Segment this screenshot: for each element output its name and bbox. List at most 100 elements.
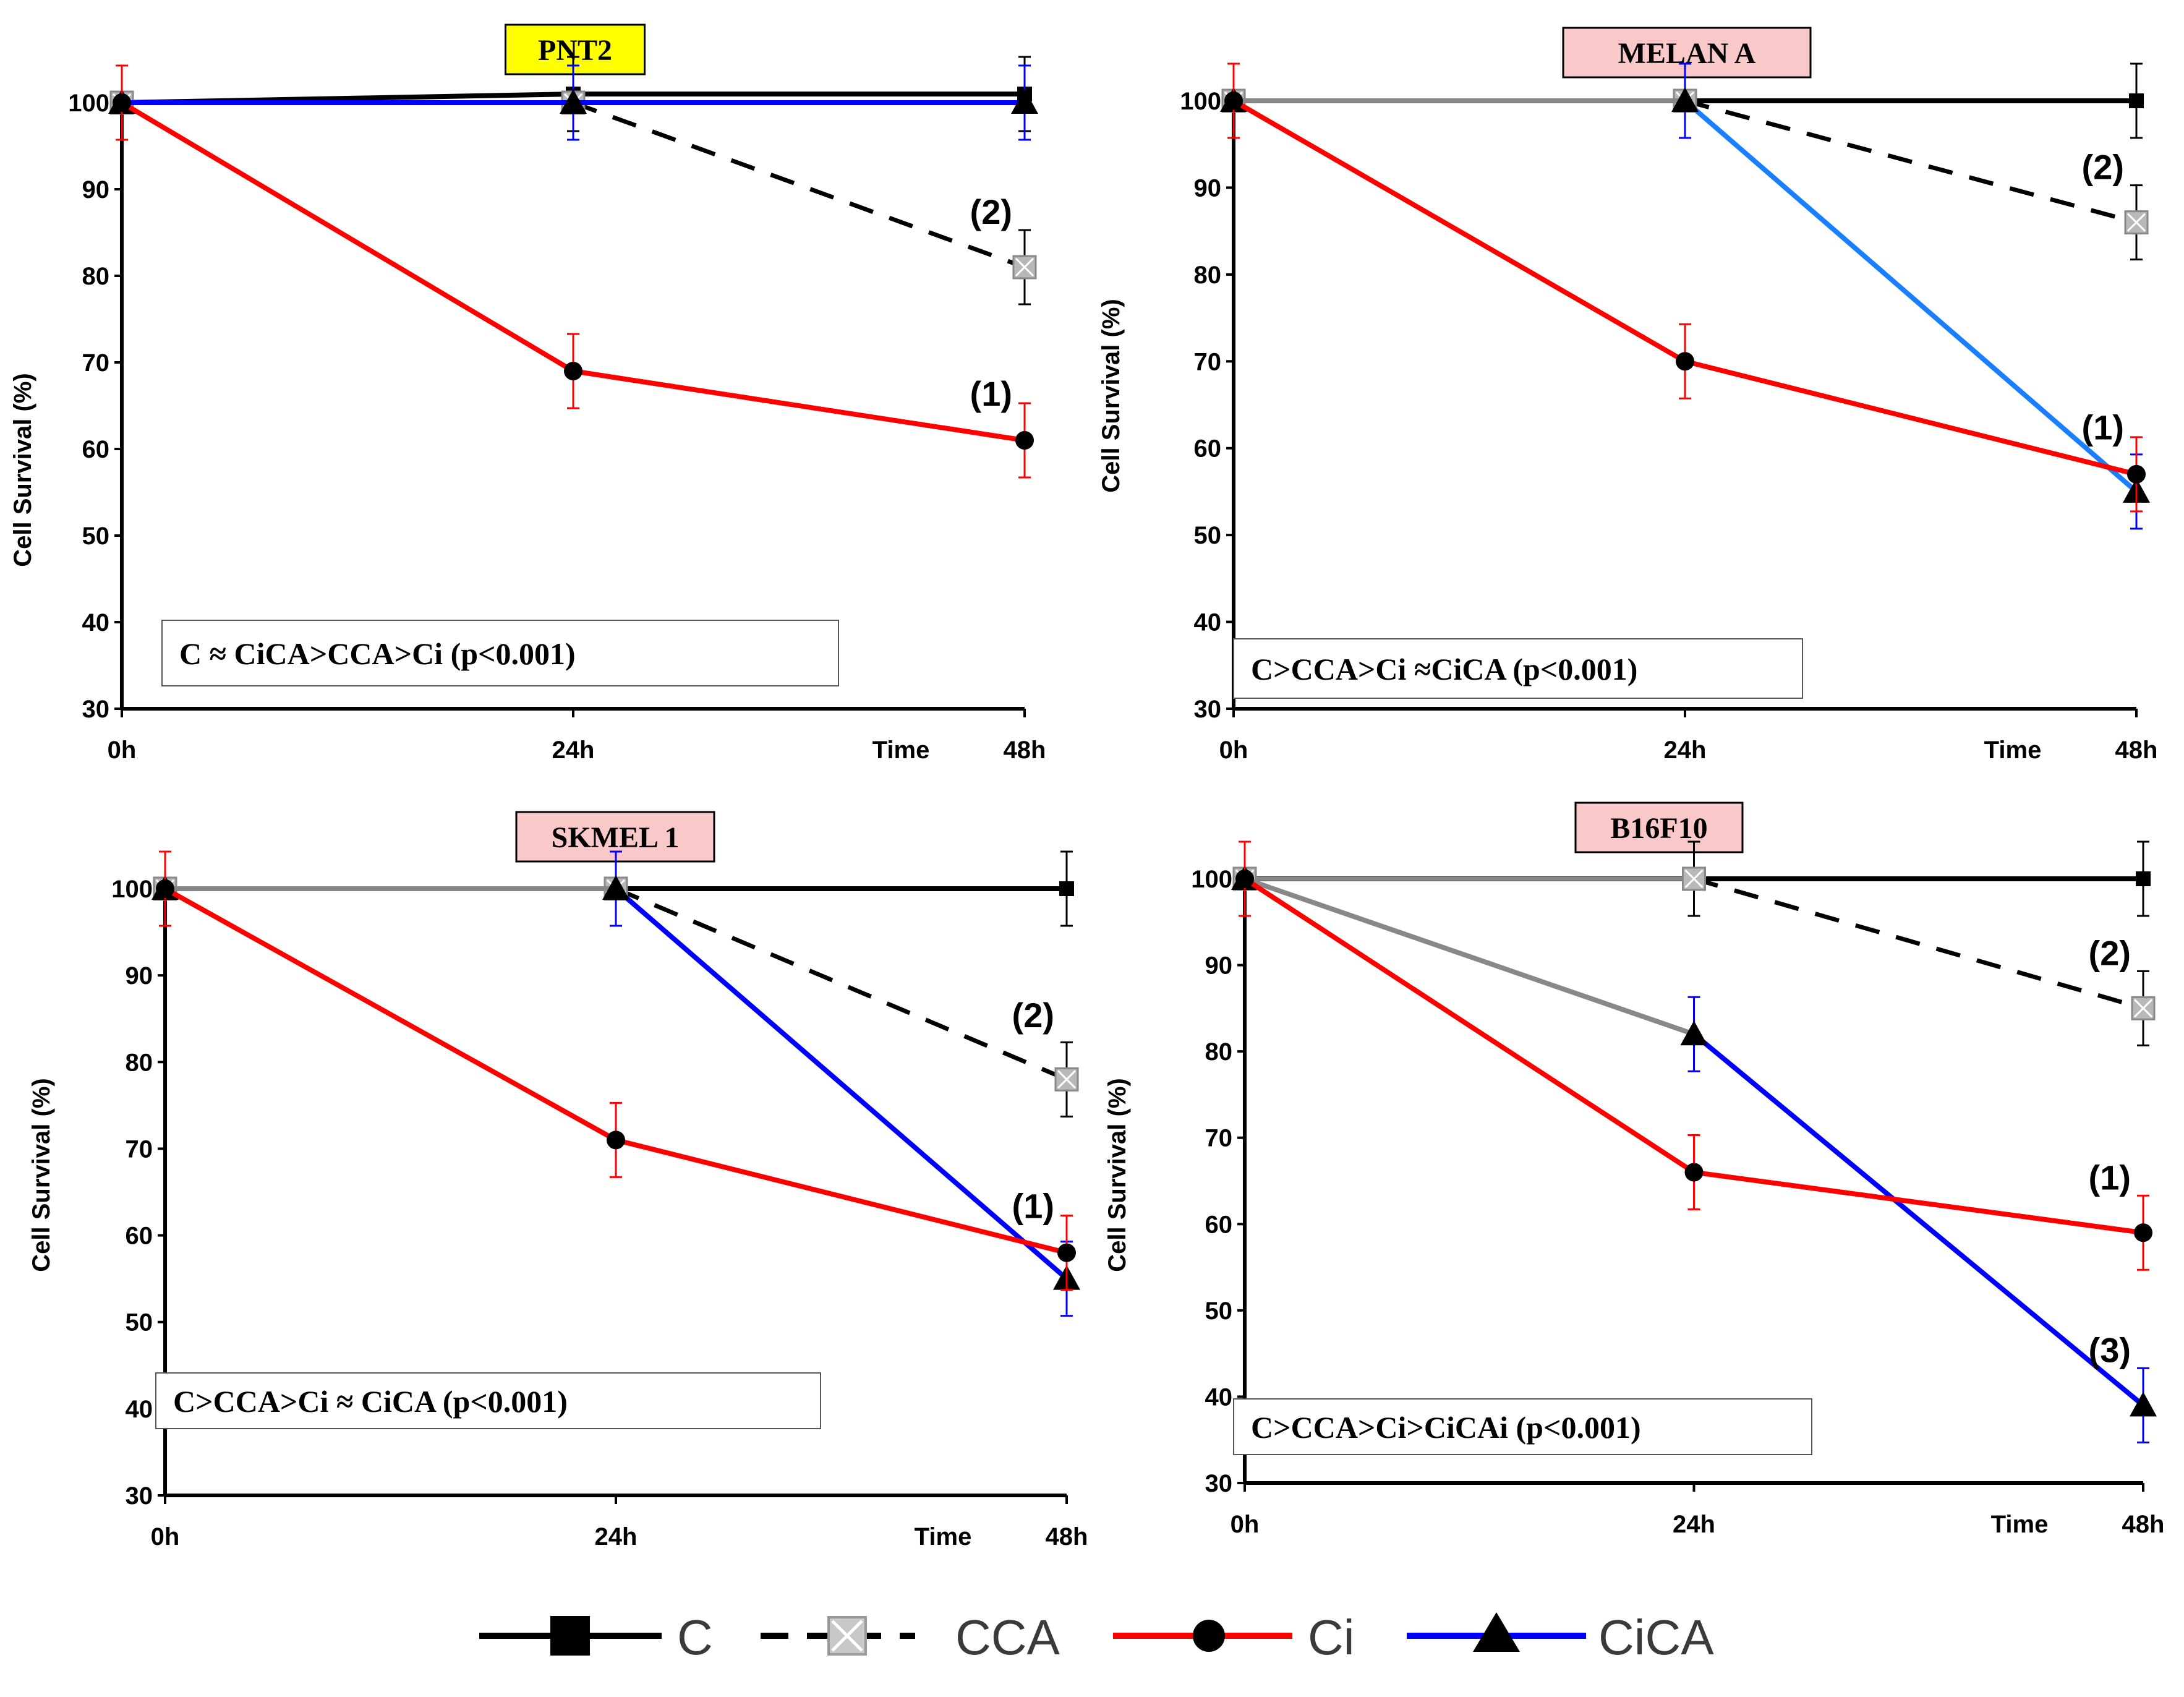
- y-tick-label: 80: [82, 263, 110, 290]
- annotation-label: (3): [2089, 1331, 2131, 1370]
- series-line-CCA: [1684, 98, 2137, 224]
- marker-circle-Ci: [1676, 352, 1694, 371]
- y-tick-label: 90: [82, 176, 110, 203]
- marker-circle-Ci: [1235, 870, 1254, 888]
- chart-title: PNT2: [538, 34, 612, 67]
- stats-note: C>CCA>Ci ≈ CiCA (p<0.001): [173, 1384, 568, 1419]
- series-line-Ci: [120, 100, 575, 374]
- legend-marker-triangle: [1473, 1612, 1520, 1652]
- y-tick-label: 50: [82, 523, 110, 550]
- y-axis-label: Cell Survival (%): [9, 373, 36, 566]
- x-tick-label: 48h: [2115, 737, 2158, 764]
- marker-circle-Ci: [113, 93, 131, 112]
- stats-note-box: [1233, 638, 1803, 699]
- series-line-Ci: [1232, 98, 1686, 364]
- x-tick-label: 48h: [1004, 737, 1046, 764]
- legend-label: CiCA: [1598, 1610, 1714, 1665]
- y-axis-label: Cell Survival (%): [1098, 299, 1125, 492]
- marker-xsquare-cross: [2133, 999, 2153, 1018]
- y-tick-label: 30: [126, 1482, 153, 1510]
- stats-note: C>CCA>Ci>CiCAi (p<0.001): [1251, 1410, 1641, 1445]
- legend: C CCA Ci CiCA: [479, 1610, 1714, 1665]
- y-tick-label: 60: [82, 436, 110, 463]
- y-tick-label: 60: [126, 1223, 153, 1250]
- chart-panel-3: 30 40 50 60 70 80 90 100 0h 24h 48h Time Cell Surviv…: [28, 811, 1088, 1550]
- annotation-label: (1): [1012, 1187, 1054, 1226]
- chart-title: MELAN A: [1618, 37, 1756, 70]
- y-tick-label: 40: [126, 1396, 153, 1423]
- y-tick-label: 100: [1191, 866, 1232, 893]
- stats-note-box: [1233, 1398, 1812, 1455]
- x-tick-label: 24h: [552, 737, 595, 764]
- marker-xsquare-cross: [1057, 1070, 1077, 1089]
- y-tick-label: 100: [68, 90, 109, 117]
- chart-panel-2: 30 40 50 60 70 80 90 100 0h 24h 48h Time Cell Surviv…: [1098, 27, 2158, 764]
- series-line-Ci: [1693, 1169, 2144, 1236]
- x-axis-label: Time: [872, 737, 930, 764]
- chart-panel-1: 30 40 50 60 70 80 90 100 0h 24h 48h Time Cell Surviv…: [9, 24, 1046, 764]
- marker-circle-Ci: [607, 1131, 625, 1150]
- stats-note-box: [161, 620, 839, 686]
- y-tick-label: 100: [1180, 88, 1221, 115]
- series-line-Ci: [1243, 876, 1696, 1174]
- y-tick-label: 30: [1194, 696, 1222, 723]
- annotation-label: (1): [970, 374, 1012, 413]
- annotation-label: (1): [2082, 408, 2124, 447]
- y-tick-label: 80: [126, 1049, 153, 1076]
- y-tick-label: 80: [1205, 1038, 1233, 1066]
- stats-note: C ≈ CiCA>CCA>Ci (p<0.001): [179, 636, 576, 671]
- x-tick-label: 0h: [1219, 737, 1248, 764]
- legend-marker-square: [550, 1616, 590, 1656]
- y-tick-label: 90: [126, 962, 153, 990]
- legend-label: CCA: [955, 1610, 1060, 1665]
- chart-title: SKMEL 1: [552, 821, 680, 854]
- marker-xsquare-cross: [1684, 869, 1704, 889]
- y-tick-label: 50: [126, 1309, 153, 1336]
- y-tick-label: 90: [1205, 952, 1233, 980]
- marker-triangle-CiCA: [1680, 1020, 1708, 1046]
- marker-triangle-CiCA: [2130, 1391, 2157, 1417]
- x-tick-label: 24h: [595, 1523, 638, 1550]
- series-line-Ci: [164, 886, 617, 1142]
- y-tick-label: 90: [1194, 174, 1222, 202]
- y-tick-label: 60: [1205, 1211, 1233, 1238]
- y-axis-label: Cell Survival (%): [1104, 1078, 1131, 1272]
- stats-note-box: [155, 1372, 821, 1429]
- series-line-CCA: [572, 100, 1026, 270]
- marker-circle-Ci: [564, 362, 582, 380]
- marker-circle-Ci: [1015, 431, 1034, 450]
- y-axis-label: Cell Survival (%): [28, 1078, 55, 1272]
- marker-xsquare-cross: [2126, 213, 2146, 232]
- series-line-CCA: [615, 886, 1068, 1082]
- annotation-label: (2): [2089, 934, 2131, 973]
- y-tick-label: 30: [1205, 1470, 1233, 1497]
- legend-marker-cross: [831, 1620, 863, 1652]
- series-line-Ci: [573, 369, 1025, 443]
- series-line-Ci: [1684, 359, 2137, 477]
- x-tick-label: 48h: [2122, 1511, 2165, 1538]
- y-tick-label: 70: [82, 349, 110, 377]
- x-tick-label: 0h: [108, 737, 137, 764]
- x-axis-label: Time: [915, 1523, 972, 1550]
- y-tick-label: 70: [1205, 1125, 1233, 1152]
- marker-square-C: [2129, 93, 2144, 108]
- annotation-label: (2): [1012, 996, 1054, 1035]
- marker-triangle-CiCA: [1011, 89, 1038, 114]
- x-tick-label: 0h: [1231, 1511, 1260, 1538]
- marker-circle-Ci: [1684, 1163, 1704, 1182]
- x-tick-label: 24h: [1664, 737, 1707, 764]
- marker-xsquare-cross: [1015, 257, 1034, 277]
- y-tick-label: 70: [1194, 348, 1222, 375]
- y-tick-label: 70: [126, 1135, 153, 1163]
- legend-label: Ci: [1308, 1610, 1355, 1665]
- annotation-label: (1): [2089, 1158, 2131, 1197]
- x-axis-label: Time: [1984, 737, 2042, 764]
- marker-circle-Ci: [1057, 1243, 1076, 1262]
- chart-title-box: [1562, 27, 1812, 79]
- marker-square-C: [1059, 881, 1074, 896]
- y-tick-label: 100: [111, 876, 153, 903]
- y-tick-label: 30: [82, 696, 110, 723]
- x-tick-label: 0h: [151, 1523, 180, 1550]
- marker-circle-Ci: [2134, 1223, 2152, 1242]
